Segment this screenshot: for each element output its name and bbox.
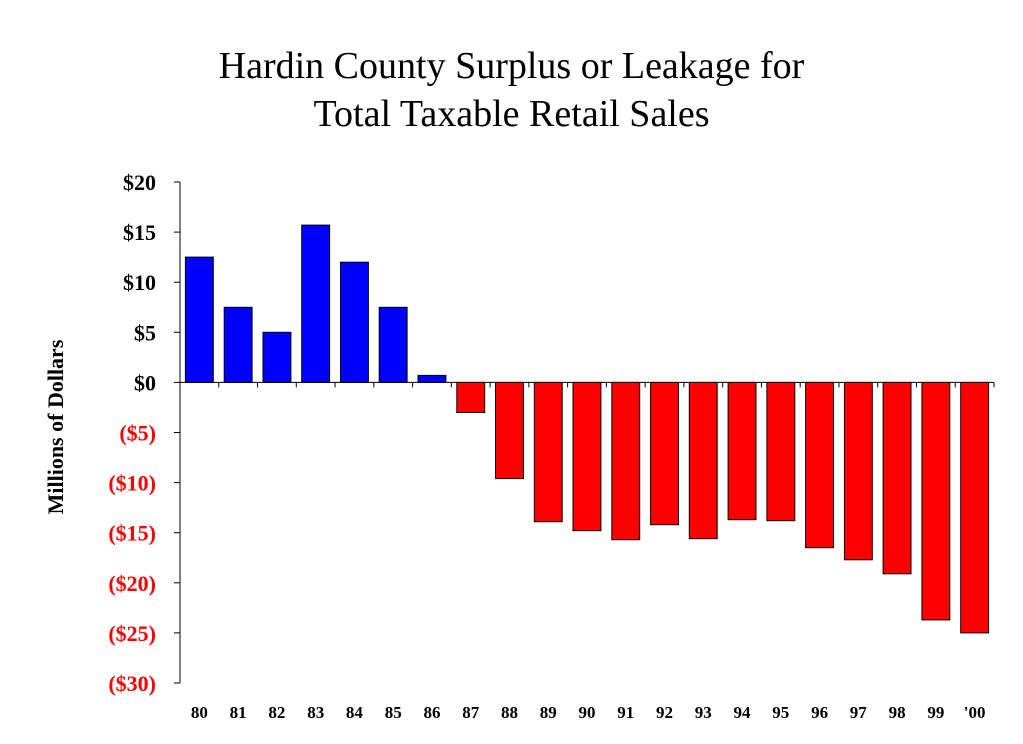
bar-85	[378, 306, 408, 383]
bar-91	[611, 381, 641, 541]
x-tick-label: 88	[501, 703, 518, 722]
x-tick-label: 86	[424, 703, 441, 722]
x-tick-label: 89	[540, 703, 557, 722]
bar-86	[417, 374, 447, 383]
y-tick-label: $0	[134, 370, 156, 395]
bar-84	[340, 261, 369, 383]
x-tick-label: 99	[927, 703, 944, 722]
y-tick-label: ($20)	[108, 571, 156, 596]
x-tick-label: 95	[772, 703, 789, 722]
y-ticks-group: $20 $15 $10 $5 $0 ($5) ($10) ($15) ($20) ($25) ($3…	[108, 170, 180, 696]
x-tick-label: 84	[346, 703, 364, 722]
x-tick-label: '00	[964, 703, 986, 722]
y-tick-label: ($25)	[108, 621, 156, 646]
x-tick-label: 92	[656, 703, 673, 722]
x-tick-label: 93	[695, 703, 712, 722]
x-tick-label: 85	[385, 703, 402, 722]
bar-97	[843, 381, 873, 561]
x-tick-label: 82	[268, 703, 285, 722]
bar-98	[882, 381, 912, 575]
bar-83	[301, 224, 331, 383]
x-tick-label: 81	[230, 703, 247, 722]
y-tick-label: $10	[123, 270, 156, 295]
x-tick-label: 98	[889, 703, 906, 722]
bar-92	[650, 381, 679, 526]
bar-89	[533, 381, 563, 523]
chart-title-line-2: Total Taxable Retail Sales	[313, 93, 710, 135]
bar-87	[456, 381, 486, 413]
chart-title: Hardin County Surplus or Leakage for Tot…	[0, 42, 1023, 138]
y-tick-label: $5	[134, 320, 156, 345]
x-tick-label: 90	[579, 703, 596, 722]
y-tick-label: $15	[123, 220, 156, 245]
bar-81	[223, 306, 253, 383]
x-tick-label: 94	[734, 703, 752, 722]
bar-80	[184, 256, 214, 383]
y-tick-label: ($30)	[108, 671, 156, 696]
x-tick-label: 87	[462, 703, 480, 722]
y-tick-label: $20	[123, 170, 156, 195]
x-tick-label: 83	[307, 703, 324, 722]
x-tick-label: 97	[850, 703, 868, 722]
y-tick-label: ($10)	[108, 471, 156, 496]
bar-82	[262, 331, 292, 383]
bar-'00	[960, 381, 990, 634]
x-ticks-group: 80 81 82 83 84 85 86 87 88 89 90 91 92 93 94 95 96 97 98 99…	[191, 703, 986, 722]
bars-group	[184, 224, 990, 634]
bar-90	[572, 381, 602, 532]
chart-title-line-1: Hardin County Surplus or Leakage for	[218, 45, 805, 87]
x-tick-label: 91	[617, 703, 634, 722]
bar-88	[495, 381, 524, 480]
bar-96	[805, 381, 834, 549]
bar-99	[921, 381, 951, 621]
x-tick-label: 96	[811, 703, 828, 722]
x-tick-label: 80	[191, 703, 208, 722]
bar-94	[727, 381, 757, 521]
bar-93	[688, 381, 718, 540]
y-tick-label: ($15)	[108, 521, 156, 546]
y-tick-label: ($5)	[119, 421, 156, 446]
bar-95	[766, 381, 796, 522]
